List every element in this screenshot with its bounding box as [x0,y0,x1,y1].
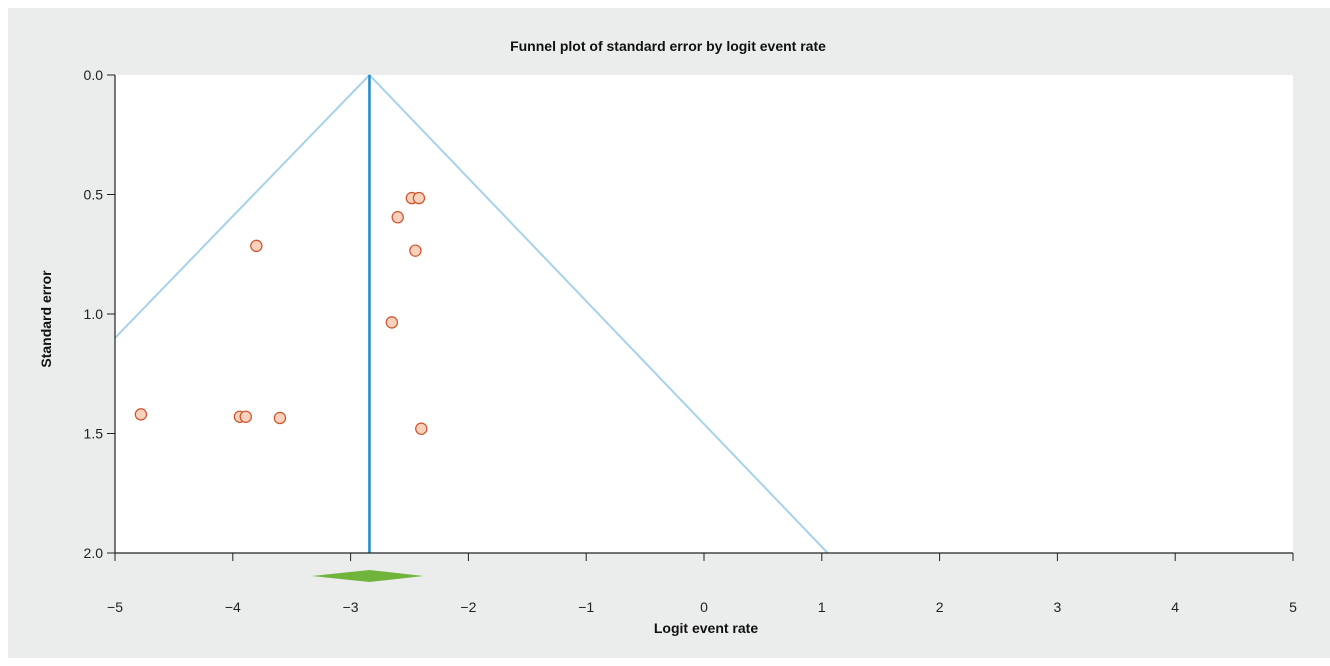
study-point [391,211,404,224]
x-tick-label: 5 [1289,599,1297,615]
study-point [134,408,148,421]
study-point [250,239,263,253]
y-tick-label: 1.0 [84,306,104,322]
funnel-plot: Funnel plot of standard error by logit e… [38,38,1297,636]
study-point [239,410,252,423]
study-point [409,244,422,257]
x-tick-label: 3 [1054,599,1062,615]
x-tick-label: 4 [1171,599,1179,615]
y-tick-label: 2.0 [84,545,104,561]
x-tick-label: −5 [107,599,123,615]
x-tick-label: 1 [818,599,826,615]
x-tick-label: 0 [700,599,708,615]
x-tick-label: −2 [460,599,476,615]
y-tick-label: 1.5 [84,426,104,442]
study-point [273,411,287,425]
study-point [415,422,428,435]
study-point [412,191,426,205]
summary-diamond [311,570,424,582]
x-axis-title: Logit event rate [654,620,758,636]
x-tick-label: −4 [225,599,241,615]
x-tick-label: −1 [578,599,594,615]
y-tick-label: 0.5 [84,187,104,203]
chart-title: Funnel plot of standard error by logit e… [510,38,826,54]
y-axis-title: Standard error [38,270,54,368]
figure-panel: Funnel plot of standard error by logit e… [8,8,1330,658]
study-point [385,316,399,329]
plot-area [115,75,1293,553]
x-tick-label: −3 [343,599,359,615]
x-tick-label: 2 [936,599,944,615]
y-tick-label: 0.0 [84,67,104,83]
